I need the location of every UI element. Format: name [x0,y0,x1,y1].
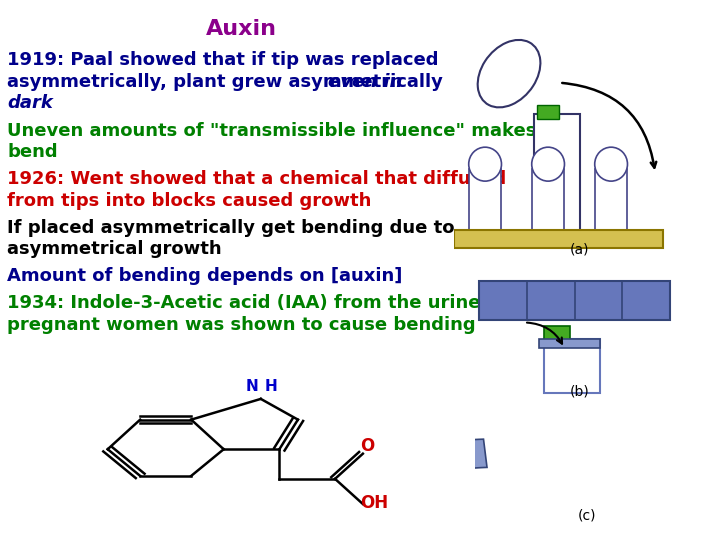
Bar [469,168,501,237]
Text: Uneven amounts of "transmissible influence" makes: Uneven amounts of "transmissible influen… [7,122,536,139]
Text: even in: even in [328,73,402,91]
Text: If placed asymmetrically get bending due to: If placed asymmetrically get bending due… [7,219,455,237]
Text: pregnant women was shown to cause bending: pregnant women was shown to cause bendin… [7,316,476,334]
Ellipse shape [469,147,501,181]
Text: (b): (b) [570,384,590,399]
Bar [534,114,580,232]
Text: 1926: Went showed that a chemical that diffused: 1926: Went showed that a chemical that d… [7,170,506,188]
Text: OH: OH [361,495,389,512]
Text: O: O [361,437,374,455]
Polygon shape [288,507,328,530]
Bar [544,326,570,343]
Bar [479,281,670,320]
Text: (a): (a) [570,243,590,257]
Text: 1934: Indole-3-Acetic acid (IAA) from the urine of: 1934: Indole-3-Acetic acid (IAA) from th… [7,294,507,312]
Text: Auxin: Auxin [206,19,276,39]
Bar [539,339,600,348]
Text: from tips into blocks caused growth: from tips into blocks caused growth [7,192,372,210]
Bar [537,105,559,119]
Text: bend: bend [7,143,58,161]
Text: H: H [265,379,277,394]
Text: 1919: Paal showed that if tip was replaced: 1919: Paal showed that if tip was replac… [7,51,438,69]
Ellipse shape [595,147,628,181]
Ellipse shape [477,40,541,107]
Text: Amount of bending depends on [auxin]: Amount of bending depends on [auxin] [7,267,402,285]
Text: (c): (c) [577,509,596,523]
Bar [531,168,564,237]
Text: N: N [246,379,258,394]
Text: asymmetrical growth: asymmetrical growth [7,240,222,258]
Ellipse shape [531,147,564,181]
Text: asymmetrically, plant grew asymmetrically: asymmetrically, plant grew asymmetricall… [7,73,449,91]
Bar [595,168,628,237]
Bar [544,339,600,393]
Polygon shape [320,509,351,540]
Polygon shape [282,439,487,531]
Bar [454,230,662,248]
Text: dark: dark [7,94,53,112]
